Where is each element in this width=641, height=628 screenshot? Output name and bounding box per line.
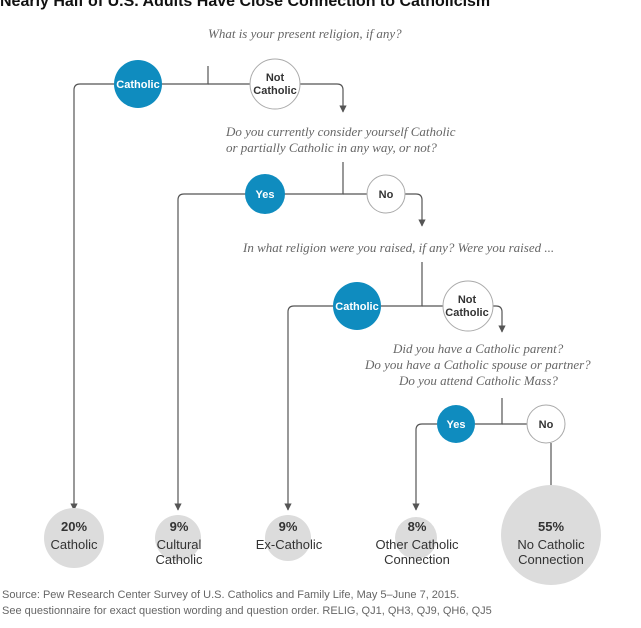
node-label: Catholic — [116, 79, 159, 91]
question-present-religion: What is your present religion, if any? — [208, 26, 402, 41]
outcome-label-line1: No Catholic — [517, 537, 585, 552]
outcome-cultural-catholic: 9% Cultural Catholic — [155, 515, 203, 567]
arrow-to-other-connection — [412, 423, 437, 511]
node-label: Yes — [256, 189, 275, 201]
outcome-ex-catholic: 9% Ex-Catholic — [256, 515, 323, 561]
node-l1-catholic: Catholic — [114, 60, 162, 108]
outcome-label-line1: Cultural — [157, 537, 202, 552]
node-l4-no: No — [526, 404, 566, 444]
question-consider-catholic-line1: Do you currently consider yourself Catho… — [225, 124, 456, 139]
question-consider-catholic-line2: or partially Catholic in any way, or not… — [226, 140, 437, 155]
node-l2-no: No — [366, 174, 406, 214]
connector-l4 — [475, 398, 503, 425]
outcome-label-line2: Connection — [518, 552, 584, 567]
source-note: Source: Pew Research Center Survey of U.… — [2, 589, 460, 601]
outcome-percent: 20% — [61, 519, 87, 534]
question-catholic-spouse: Do you have a Catholic spouse or partner… — [364, 357, 591, 372]
node-l3-not-catholic: Not Catholic — [442, 280, 494, 332]
outcome-label-line1: Other Catholic — [375, 537, 459, 552]
outcome-percent: 9% — [279, 519, 298, 534]
node-label-line1: Not — [458, 294, 477, 306]
outcome-percent: 9% — [170, 519, 189, 534]
node-label-line2: Catholic — [445, 307, 488, 319]
outcome-other-catholic-connection: 8% Other Catholic Connection — [375, 517, 459, 567]
node-label-line2: Catholic — [253, 85, 296, 97]
outcome-catholic: 20% Catholic — [44, 508, 104, 568]
chart-title: Nearly Half of U.S. Adults Have Close Co… — [0, 0, 491, 10]
connector-l3 — [381, 262, 423, 307]
node-l3-catholic: Catholic — [333, 282, 381, 330]
outcome-label-line2: Connection — [384, 552, 450, 567]
arrow-to-q4 — [493, 305, 506, 333]
outcome-percent: 8% — [408, 519, 427, 534]
outcome-label-line2: Catholic — [156, 552, 203, 567]
node-l2-yes: Yes — [245, 174, 285, 214]
node-label: No — [379, 189, 394, 201]
arrow-to-cultural — [174, 193, 246, 511]
outcome-label: Ex-Catholic — [256, 537, 323, 552]
arrow-to-catholic — [70, 83, 116, 511]
node-label-line1: Not — [266, 72, 285, 84]
question-catholic-mass: Do you attend Catholic Mass? — [398, 373, 558, 388]
outcome-label: Catholic — [51, 537, 98, 552]
node-label: Catholic — [335, 301, 378, 313]
question-raised-religion: In what religion were you raised, if any… — [242, 240, 554, 255]
outcome-percent: 55% — [538, 519, 564, 534]
node-l1-not-catholic: Not Catholic — [249, 58, 301, 110]
question-catholic-parent: Did you have a Catholic parent? — [392, 341, 564, 356]
node-label: No — [539, 419, 554, 431]
node-l4-yes: Yes — [437, 405, 475, 443]
arrow-to-q2 — [298, 83, 347, 113]
source-questions-note: See questionnaire for exact question wor… — [2, 605, 492, 617]
arrow-to-q3 — [405, 193, 426, 227]
node-label: Yes — [447, 419, 466, 431]
outcome-no-catholic-connection: 55% No Catholic Connection — [501, 485, 601, 585]
arrow-to-ex-catholic — [284, 305, 333, 511]
